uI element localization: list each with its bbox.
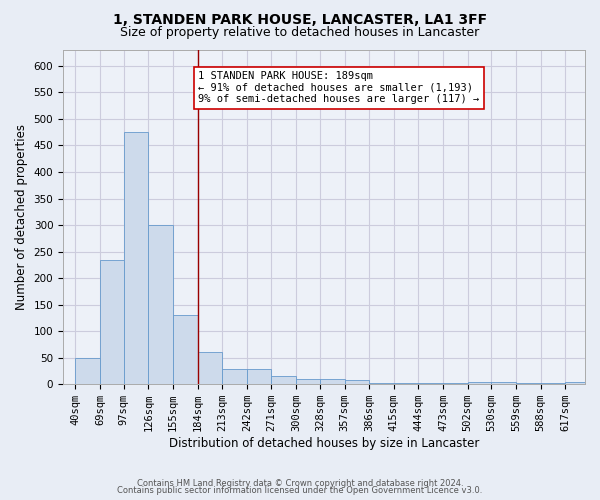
Bar <box>100 260 124 384</box>
Text: Contains public sector information licensed under the Open Government Licence v3: Contains public sector information licen… <box>118 486 482 495</box>
Bar <box>76 358 100 384</box>
Bar <box>418 382 443 384</box>
Bar <box>124 132 148 384</box>
Bar <box>197 352 222 384</box>
Bar <box>271 376 296 384</box>
Bar <box>173 316 197 384</box>
Text: Size of property relative to detached houses in Lancaster: Size of property relative to detached ho… <box>121 26 479 39</box>
Text: 1 STANDEN PARK HOUSE: 189sqm
← 91% of detached houses are smaller (1,193)
9% of : 1 STANDEN PARK HOUSE: 189sqm ← 91% of de… <box>199 71 480 104</box>
Text: 1, STANDEN PARK HOUSE, LANCASTER, LA1 3FF: 1, STANDEN PARK HOUSE, LANCASTER, LA1 3F… <box>113 12 487 26</box>
Text: Contains HM Land Registry data © Crown copyright and database right 2024.: Contains HM Land Registry data © Crown c… <box>137 478 463 488</box>
Bar <box>222 370 247 384</box>
Bar <box>369 382 394 384</box>
Bar <box>247 370 271 384</box>
Bar <box>541 382 565 384</box>
Bar <box>467 382 491 384</box>
Bar <box>565 382 590 384</box>
Bar <box>148 225 173 384</box>
Bar <box>491 382 516 384</box>
Bar <box>394 382 418 384</box>
Bar <box>443 382 467 384</box>
Bar <box>320 379 344 384</box>
Bar <box>296 379 320 384</box>
Bar <box>516 382 541 384</box>
Bar <box>344 380 369 384</box>
Y-axis label: Number of detached properties: Number of detached properties <box>15 124 28 310</box>
X-axis label: Distribution of detached houses by size in Lancaster: Distribution of detached houses by size … <box>169 437 479 450</box>
